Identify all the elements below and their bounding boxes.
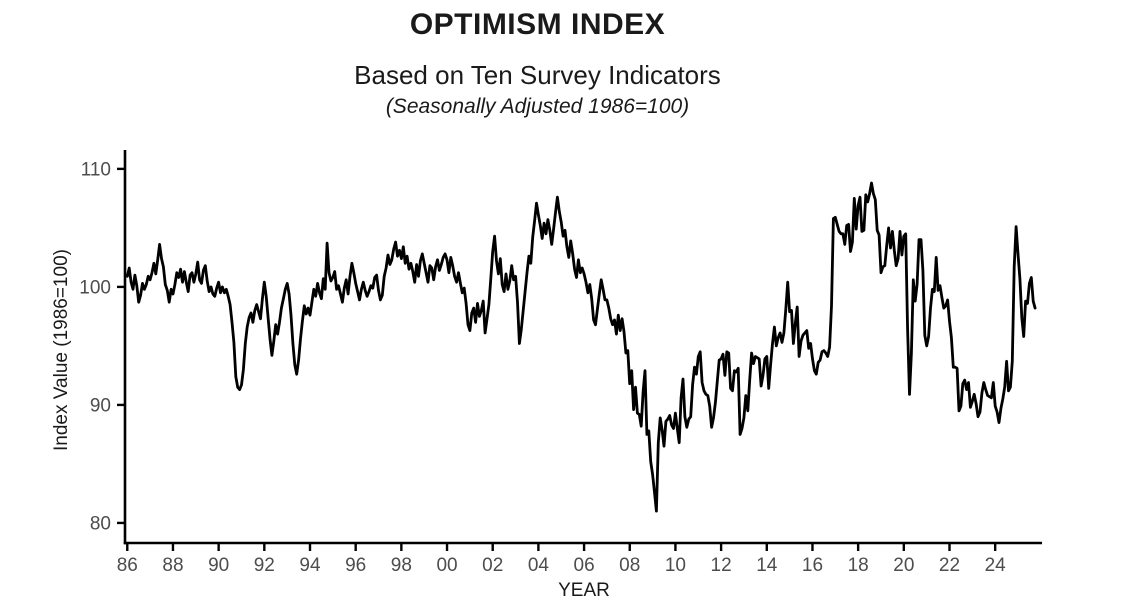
x-tick-label: 04 bbox=[528, 555, 550, 576]
x-tick-label: 98 bbox=[391, 555, 412, 576]
x-tick-label: 16 bbox=[802, 555, 823, 576]
x-tick-label: 88 bbox=[162, 555, 183, 576]
x-tick-label: 96 bbox=[345, 555, 366, 576]
y-tick-label: 80 bbox=[90, 513, 111, 534]
x-tick-label: 92 bbox=[254, 555, 275, 576]
x-tick-label: 22 bbox=[939, 555, 960, 576]
y-tick-label: 90 bbox=[90, 395, 111, 416]
x-tick-label: 90 bbox=[208, 555, 229, 576]
optimism-index-line bbox=[125, 181, 1037, 513]
x-tick-label: 10 bbox=[665, 555, 686, 576]
x-tick-label: 12 bbox=[711, 555, 732, 576]
x-tick-label: 20 bbox=[893, 555, 914, 576]
x-axis-title: YEAR bbox=[558, 580, 610, 601]
chart-subtitle: Based on Ten Survey Indicators bbox=[354, 60, 721, 90]
y-tick-label: 110 bbox=[81, 159, 111, 180]
x-tick-label: 18 bbox=[848, 555, 869, 576]
chart-subtitle-note: (Seasonally Adjusted 1986=100) bbox=[385, 95, 690, 118]
x-tick-label: 14 bbox=[756, 555, 778, 576]
x-tick-label: 08 bbox=[619, 555, 640, 576]
x-tick-label: 00 bbox=[436, 555, 457, 576]
x-tick-label: 86 bbox=[117, 555, 138, 576]
x-tick-label: 02 bbox=[482, 555, 503, 576]
x-tick-label: 24 bbox=[985, 555, 1007, 576]
y-tick-label: 100 bbox=[79, 277, 111, 298]
x-tick-label: 94 bbox=[299, 555, 321, 576]
x-tick-label: 06 bbox=[574, 555, 595, 576]
title-block: OPTIMISM INDEX Based on Ten Survey Indic… bbox=[0, 8, 1075, 119]
chart-title: OPTIMISM INDEX bbox=[409, 8, 666, 41]
